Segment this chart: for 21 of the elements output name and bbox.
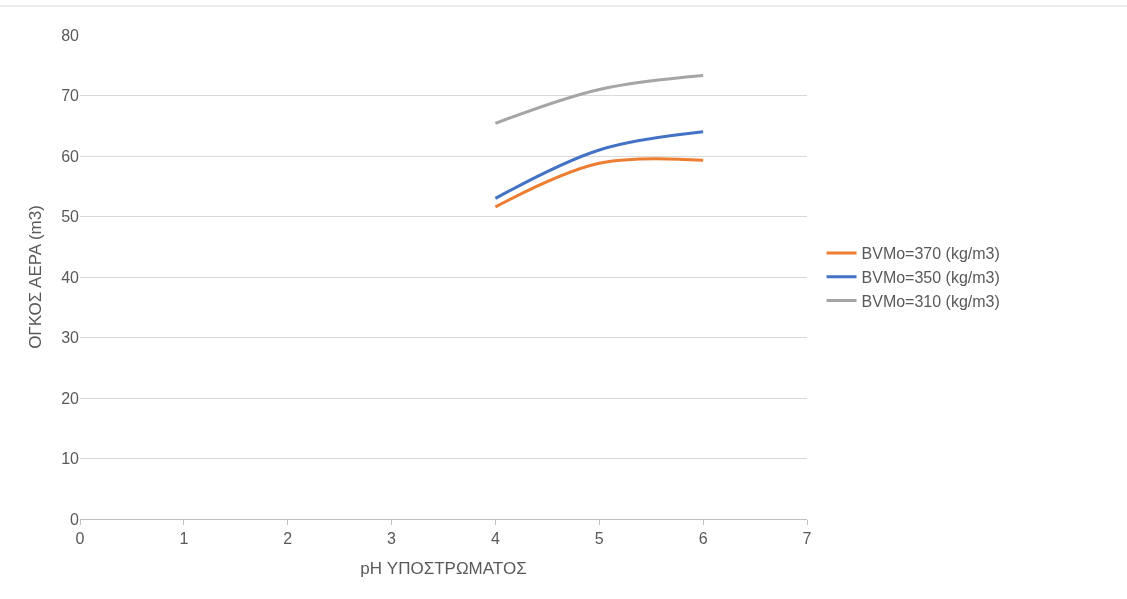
x-tick-label: 4 <box>490 530 500 548</box>
legend-label: BVMo=370 (kg/m3) <box>861 245 1000 263</box>
x-tick-label: 7 <box>802 530 812 548</box>
y-tick-label: 40 <box>61 268 80 286</box>
legend-label: BVMo=310 (kg/m3) <box>861 292 1000 310</box>
y-tick-label: 70 <box>61 87 80 105</box>
x-tick-label: 6 <box>698 530 708 548</box>
y-tick-label: 80 <box>61 26 80 44</box>
x-tick-label: 5 <box>594 530 604 548</box>
x-tick-label: 1 <box>179 530 189 548</box>
legend-label: BVMo=350 (kg/m3) <box>861 268 1000 286</box>
y-tick-label: 0 <box>70 510 80 528</box>
x-tick-label: 3 <box>387 530 397 548</box>
y-tick-label: 20 <box>61 389 80 407</box>
x-tick-label: 2 <box>283 530 293 548</box>
x-axis-title: pH ΥΠΟΣΤΡΩΜΑΤΟΣ <box>360 558 527 578</box>
y-tick-label: 50 <box>61 208 80 226</box>
y-tick-label: 60 <box>61 147 80 165</box>
y-axis-title: ΟΓΚΟΣ ΑΕΡΑ (m3) <box>25 205 45 349</box>
y-tick-label: 30 <box>61 329 80 347</box>
y-tick-label: 10 <box>61 450 80 468</box>
